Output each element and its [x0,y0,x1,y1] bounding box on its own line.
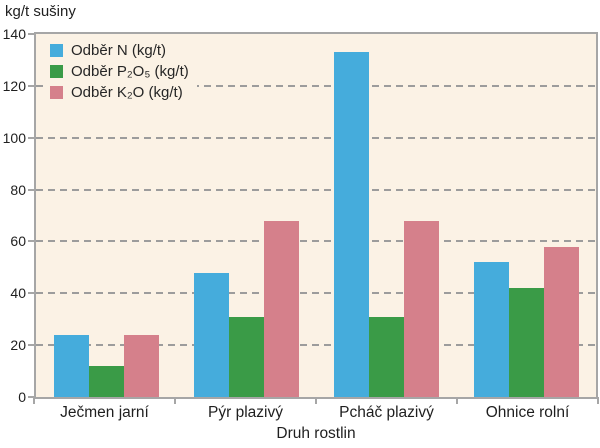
gridline [36,240,596,243]
tick-mark [28,33,34,35]
bar [543,246,579,397]
legend: Odběr N (kg/t) Odběr P₂O₅ (kg/t) Odběr K₂O… [48,36,197,107]
bar [53,334,89,397]
x-axis-ticks [33,397,599,404]
y-tick-label: 100 [2,129,26,146]
tick-mark [28,344,34,347]
gridline [36,344,596,347]
bar-group-3 [316,34,456,397]
legend-item: Odběr N (kg/t) [50,42,189,59]
bar-group-2 [176,34,316,397]
tick-mark [28,396,34,398]
bar [333,52,369,397]
bar [508,288,544,397]
x-axis-title: Druh rostlin [276,425,356,442]
x-axis-labels: Ječmen jarní Pýr plazivý Pcháč plazivý Ohni… [34,404,598,422]
y-tick-label: 20 [10,337,26,354]
y-axis-labels: 0 20 40 60 80 100 120 140 [0,26,26,405]
gridline [36,84,596,87]
tick-mark [597,397,599,404]
bar [193,272,229,397]
x-tick-label: Pýr plazivý [208,404,283,421]
legend-swatch [50,44,63,57]
bar-groups [36,34,596,397]
gridline [36,292,596,295]
legend-swatch [50,86,63,99]
x-tick-label: Ohnice rolní [485,404,570,421]
tick-mark [456,397,458,404]
y-tick-label: 60 [10,233,26,250]
bar [403,220,439,397]
plot-area [34,32,598,399]
tick-mark [174,397,176,404]
bar [263,220,299,397]
tick-mark [28,292,34,295]
legend-item: Odběr K₂O (kg/t) [50,84,189,101]
legend-item-label: Odběr P₂O₅ (kg/t) [71,63,189,80]
bar-group-4 [456,34,596,397]
y-tick-label: 40 [10,285,26,302]
tick-mark [33,397,35,404]
y-tick-label: 0 [18,389,26,405]
legend-swatch [50,65,63,78]
gridline [36,136,596,139]
x-tick-label: Pcháč plazivý [339,404,434,421]
tick-mark [28,84,34,87]
bar [228,316,264,397]
legend-item: Odběr P₂O₅ (kg/t) [50,63,189,80]
tick-mark [315,397,317,404]
bar [368,316,404,397]
tick-mark [28,240,34,243]
tick-mark [28,188,34,191]
gridline [36,188,596,191]
bar [88,365,124,397]
y-tick-label: 120 [2,77,26,94]
y-axis-unit-label: kg/t sušiny [5,3,76,20]
legend-item-label: Odběr N (kg/t) [71,42,167,59]
bar [473,262,509,397]
y-tick-label: 140 [2,26,26,42]
legend-item-label: Odběr K₂O (kg/t) [71,84,183,101]
y-tick-label: 80 [10,181,26,198]
x-tick-label: Ječmen jarní [60,404,149,421]
bar [123,334,159,397]
y-axis-ticks [28,33,34,398]
bar-group-1 [36,34,176,397]
tick-mark [28,136,34,139]
